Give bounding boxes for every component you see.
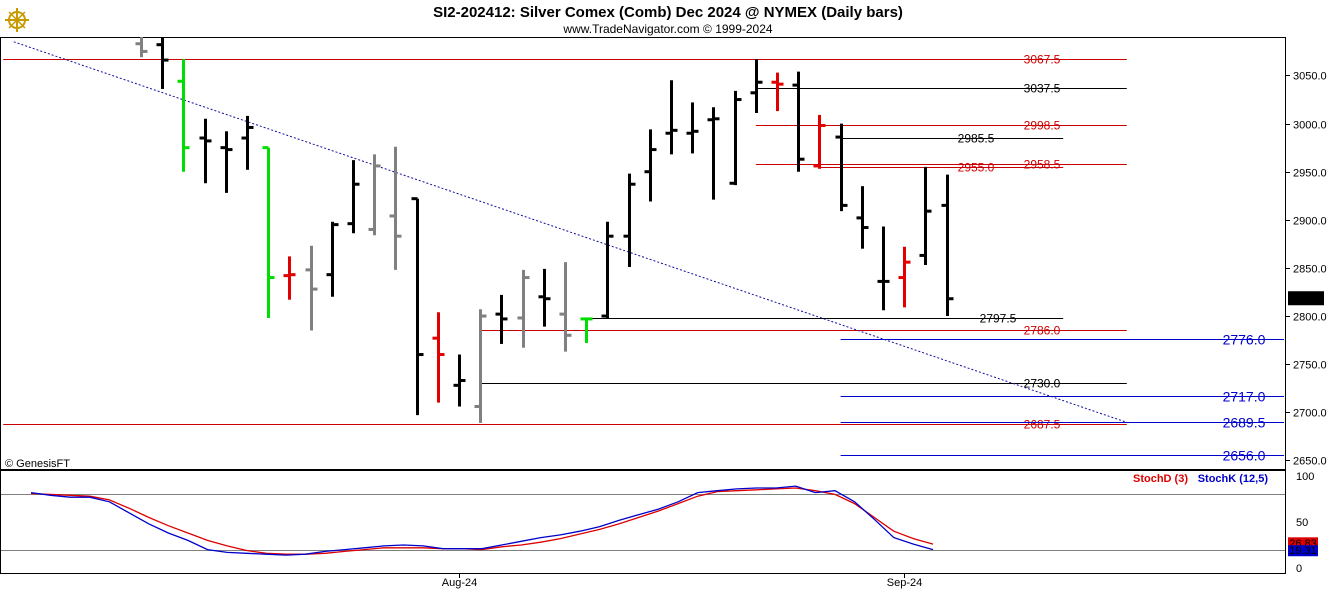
stoch-tick-label: 100: [1296, 471, 1314, 483]
ohlc-bar: [305, 245, 318, 331]
credit-label: © GenesisFT: [5, 458, 70, 470]
level-label-2776.0: 2776.0: [1223, 332, 1266, 348]
ohlc-bar: [792, 71, 805, 172]
date-tick-label: Aug-24: [442, 577, 477, 589]
ohlc-bar: [411, 197, 424, 416]
ohlc-bar: [283, 256, 296, 300]
ohlc-bar: [580, 317, 593, 343]
price-tick-label: 2750.0: [1293, 360, 1327, 372]
ohlc-bar: [262, 146, 275, 318]
ohlc-bar: [919, 166, 932, 266]
price-tick-label: 3050.0: [1293, 71, 1327, 83]
stoch-series-stochD: [30, 487, 934, 555]
ship-wheel-logo-icon: [5, 8, 29, 32]
stoch-tick-label: 50: [1296, 517, 1308, 529]
level-label-2717.0: 2717.0: [1223, 389, 1266, 405]
price-tick-label: 2850.0: [1293, 264, 1327, 276]
chart-subtitle: www.TradeNavigator.com © 1999-2024: [562, 22, 772, 36]
support-resistance-levels: 3067.5 2687.5 3037.5 2998.5 2985.5 2958.5 2955…: [3, 53, 1284, 464]
level-label-3067.5: 3067.5: [1024, 53, 1061, 67]
last-price-label: 2818.5: [1289, 293, 1323, 305]
price-tick-label: 2900.0: [1293, 216, 1327, 228]
ohlc-bar: [898, 246, 911, 308]
ohlc-bar: [601, 221, 614, 318]
ohlc-bar: [538, 268, 551, 327]
stochk-legend: StochK (12,5): [1198, 473, 1269, 485]
level-label-2955.0: 2955.0: [958, 161, 995, 175]
ohlc-bar: [707, 107, 720, 200]
ohlc-bar: [623, 173, 636, 267]
ohlc-bar: [813, 114, 826, 169]
date-axis: Aug-24 Sep-24: [442, 573, 922, 589]
level-label-2689.5: 2689.5: [1223, 415, 1266, 431]
stoch-series-stochK: [30, 485, 934, 556]
ohlc-bar: [877, 226, 890, 311]
price-tick-label: 2800.0: [1293, 312, 1327, 324]
price-axis: 2650.0 2700.0 2750.0 2800.0 2850.0 2900.0 2950…: [1285, 71, 1327, 468]
price-pane: [0, 37, 1286, 470]
ohlc-bar: [326, 221, 339, 297]
ohlc-bar: [559, 262, 572, 352]
ohlc-bar: [771, 72, 784, 112]
chart-title: SI2-202412: Silver Comex (Comb) Dec 2024…: [433, 4, 903, 21]
stochd-legend: StochD (3): [1133, 473, 1188, 485]
ohlc-bar: [220, 131, 233, 193]
level-label-2797.5: 2797.5: [980, 312, 1017, 326]
level-label-2687.5: 2687.5: [1024, 418, 1061, 432]
price-tick-label: 2700.0: [1293, 408, 1327, 420]
level-label-2656.0: 2656.0: [1223, 448, 1266, 464]
price-tick-label: 3000.0: [1293, 120, 1327, 132]
stochd-value-badge: [1288, 537, 1318, 549]
ohlc-bar: [495, 294, 508, 344]
stochk-value-badge: [1288, 545, 1318, 557]
ohlc-bar: [156, 37, 169, 89]
ohlc-bar: [368, 154, 381, 236]
date-tick-label: Sep-24: [887, 577, 922, 589]
level-label-2958.5: 2958.5: [1024, 158, 1061, 172]
level-label-2998.5: 2998.5: [1024, 119, 1061, 133]
ohlc-bar: [474, 309, 487, 423]
stoch-tick-label: 0: [1296, 563, 1302, 575]
level-label-2985.5: 2985.5: [958, 132, 995, 146]
ohlc-bar: [389, 146, 402, 270]
ohlc-bar: [835, 123, 848, 212]
ohlc-bar: [453, 354, 466, 407]
level-label-2730.0: 2730.0: [1024, 377, 1061, 391]
ohlc-bar: [665, 80, 678, 155]
ohlc-bar: [135, 37, 148, 58]
ohlc-bar: [856, 186, 869, 249]
ohlc-bar: [177, 59, 190, 172]
ohlc-bar: [347, 160, 360, 234]
level-label-2786.0: 2786.0: [1024, 324, 1061, 338]
last-price-badge: [1288, 291, 1324, 306]
price-tick-label: 2950.0: [1293, 168, 1327, 180]
ohlc-bars: [135, 37, 954, 423]
stochk-value-label: 19.31: [1289, 545, 1317, 557]
downtrend-line: [13, 41, 1127, 423]
ohlc-bar: [241, 115, 254, 170]
level-label-3037.5: 3037.5: [1024, 82, 1061, 96]
ohlc-bar: [686, 102, 699, 154]
ohlc-bar: [432, 312, 445, 403]
price-tick-label: 2650.0: [1293, 456, 1327, 468]
ohlc-bar: [517, 269, 530, 348]
trendline-layer: [13, 41, 1127, 423]
ohlc-bar: [644, 129, 657, 202]
ohlc-bar: [729, 90, 742, 186]
ohlc-bar: [941, 174, 954, 317]
stochastic-pane: [0, 470, 1286, 574]
ohlc-bar: [750, 59, 763, 114]
ohlc-bar: [199, 118, 212, 184]
